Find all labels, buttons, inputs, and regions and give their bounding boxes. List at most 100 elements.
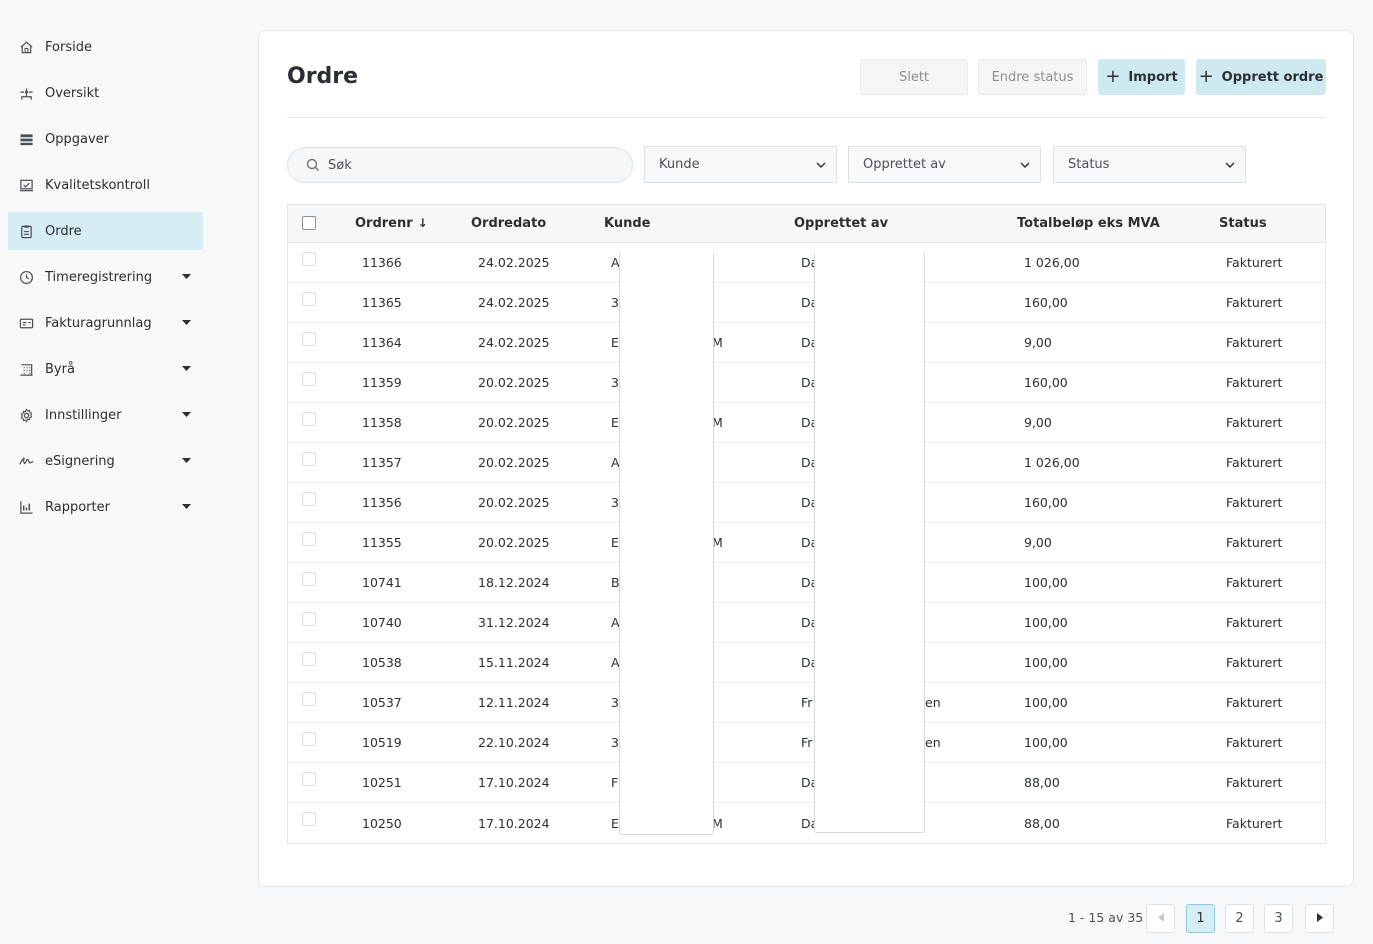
cell-total: 100,00 bbox=[1024, 655, 1068, 670]
row-checkbox[interactable] bbox=[302, 612, 316, 626]
status-select-value: Status bbox=[1068, 157, 1110, 172]
column-kunde[interactable]: Kunde bbox=[604, 216, 651, 231]
import-button[interactable]: + Import bbox=[1098, 59, 1185, 95]
column-status[interactable]: Status bbox=[1219, 216, 1267, 231]
table-row[interactable]: 11356 20.02.2025 3 Da 160,00 Fakturert bbox=[288, 483, 1325, 523]
page-button-2[interactable]: 2 bbox=[1225, 904, 1254, 933]
sidebar-item-oversikt[interactable]: Oversikt bbox=[8, 74, 203, 112]
table-row[interactable]: 11358 20.02.2025 E M Da 9,00 Fakturert bbox=[288, 403, 1325, 443]
cell-kunde: A bbox=[611, 615, 620, 630]
cell-ordrenr: 10251 bbox=[362, 775, 402, 790]
table-row[interactable]: 10741 18.12.2024 B Da 100,00 Fakturert bbox=[288, 563, 1325, 603]
column-ordrenr[interactable]: Ordrenr ↓ bbox=[355, 216, 428, 231]
table-row[interactable]: 11357 20.02.2025 A Da 1 026,00 Fakturert bbox=[288, 443, 1325, 483]
search-input[interactable] bbox=[328, 157, 608, 173]
sidebar-item-label: Byrå bbox=[45, 361, 75, 377]
row-checkbox[interactable] bbox=[302, 732, 316, 746]
table-row[interactable]: 10250 17.10.2024 E M Da 88,00 Fakturert bbox=[288, 803, 1325, 843]
table-row[interactable]: 10519 22.10.2024 3 Fr en 100,00 Fakturert bbox=[288, 723, 1325, 763]
invoice-icon bbox=[18, 315, 34, 331]
sidebar-item-oppgaver[interactable]: Oppgaver bbox=[8, 120, 203, 158]
redaction-overlay bbox=[619, 253, 714, 835]
cell-status: Fakturert bbox=[1226, 695, 1283, 710]
overview-icon bbox=[18, 85, 34, 101]
caret-down-icon bbox=[181, 318, 191, 328]
column-ordredato[interactable]: Ordredato bbox=[471, 216, 547, 231]
cell-opprettet-av-suffix: en bbox=[925, 695, 941, 710]
table-row[interactable]: 11366 24.02.2025 A Da 1 026,00 Fakturert bbox=[288, 243, 1325, 283]
table-row[interactable]: 11359 20.02.2025 3 Da 160,00 Fakturert bbox=[288, 363, 1325, 403]
next-page-button[interactable] bbox=[1305, 904, 1334, 933]
cell-kunde: A bbox=[611, 255, 620, 270]
opprettet-av-select[interactable]: Opprettet av bbox=[848, 146, 1041, 183]
row-checkbox[interactable] bbox=[302, 372, 316, 386]
table-row[interactable]: 10251 17.10.2024 F Da 88,00 Fakturert bbox=[288, 763, 1325, 803]
sidebar-item-rapporter[interactable]: Rapporter bbox=[8, 488, 203, 526]
cell-ordredato: 20.02.2025 bbox=[478, 495, 550, 510]
row-checkbox[interactable] bbox=[302, 492, 316, 506]
row-checkbox[interactable] bbox=[302, 292, 316, 306]
cell-ordrenr: 11357 bbox=[362, 455, 402, 470]
sidebar-item-label: Oppgaver bbox=[45, 131, 109, 147]
column-opprettet-av[interactable]: Opprettet av bbox=[794, 216, 889, 231]
sidebar-item-fakturagrunnlag[interactable]: Fakturagrunnlag bbox=[8, 304, 203, 342]
sidebar-item-forside[interactable]: Forside bbox=[8, 28, 203, 66]
row-checkbox[interactable] bbox=[302, 652, 316, 666]
sidebar-item-innstillinger[interactable]: Innstillinger bbox=[8, 396, 203, 434]
search-icon bbox=[306, 158, 320, 172]
cell-ordredato: 12.11.2024 bbox=[478, 695, 550, 710]
table-row[interactable]: 11355 20.02.2025 E M Da 9,00 Fakturert bbox=[288, 523, 1325, 563]
sidebar-item-label: Innstillinger bbox=[45, 407, 122, 423]
select-all-checkbox[interactable] bbox=[302, 216, 316, 230]
clock-icon bbox=[18, 269, 34, 285]
table-row[interactable]: 10740 31.12.2024 A Da 100,00 Fakturert bbox=[288, 603, 1325, 643]
table-row[interactable]: 10537 12.11.2024 3 Fr en 100,00 Fakturert bbox=[288, 683, 1325, 723]
sidebar-item-timeregistrering[interactable]: Timeregistrering bbox=[8, 258, 203, 296]
page-button-3[interactable]: 3 bbox=[1264, 904, 1293, 933]
table-row[interactable]: 10538 15.11.2024 A Da 100,00 Fakturert bbox=[288, 643, 1325, 683]
status-select[interactable]: Status bbox=[1053, 146, 1246, 183]
building-icon bbox=[18, 361, 34, 377]
sidebar-item-byra[interactable]: Byrå bbox=[8, 350, 203, 388]
table-row[interactable]: 11365 24.02.2025 3 Da 160,00 Fakturert bbox=[288, 283, 1325, 323]
cell-status: Fakturert bbox=[1226, 495, 1283, 510]
sidebar-item-ordre[interactable]: Ordre bbox=[8, 212, 203, 250]
row-checkbox[interactable] bbox=[302, 452, 316, 466]
cell-ordrenr: 11359 bbox=[362, 375, 402, 390]
cell-ordredato: 17.10.2024 bbox=[478, 815, 550, 831]
sidebar-item-kvalitetskontroll[interactable]: Kvalitetskontroll bbox=[8, 166, 203, 204]
arrow-down-icon: ↓ bbox=[417, 216, 428, 230]
caret-down-icon bbox=[181, 410, 191, 420]
column-total[interactable]: Totalbeløp eks MVA bbox=[1017, 216, 1160, 231]
cell-total: 160,00 bbox=[1024, 295, 1068, 310]
row-checkbox[interactable] bbox=[302, 692, 316, 706]
cell-ordrenr: 10250 bbox=[362, 815, 402, 831]
import-button-label: Import bbox=[1128, 69, 1178, 85]
sidebar-item-esignering[interactable]: eSignering bbox=[8, 442, 203, 480]
caret-down-icon bbox=[181, 364, 191, 374]
page-button-1[interactable]: 1 bbox=[1186, 904, 1215, 933]
row-checkbox[interactable] bbox=[302, 572, 316, 586]
row-checkbox[interactable] bbox=[302, 332, 316, 346]
row-checkbox[interactable] bbox=[302, 252, 316, 266]
row-checkbox[interactable] bbox=[302, 532, 316, 546]
search-box[interactable] bbox=[287, 147, 633, 183]
page-title: Ordre bbox=[287, 64, 359, 89]
cell-kunde-suffix: M bbox=[712, 415, 723, 430]
kunde-select[interactable]: Kunde bbox=[644, 146, 837, 183]
row-checkbox[interactable] bbox=[302, 412, 316, 426]
cell-status: Fakturert bbox=[1226, 455, 1283, 470]
change-status-button[interactable]: Endre status bbox=[978, 59, 1087, 95]
caret-down-icon bbox=[181, 502, 191, 512]
row-checkbox[interactable] bbox=[302, 772, 316, 786]
row-checkbox[interactable] bbox=[302, 812, 316, 826]
create-order-button[interactable]: + Opprett ordre bbox=[1196, 59, 1326, 95]
cell-ordrenr: 10538 bbox=[362, 655, 402, 670]
cell-ordredato: 20.02.2025 bbox=[478, 415, 550, 430]
cell-opprettet-av: Da bbox=[801, 655, 819, 670]
cell-kunde: E bbox=[611, 415, 619, 430]
table-row[interactable]: 11364 24.02.2025 E M Da 9,00 Fakturert bbox=[288, 323, 1325, 363]
delete-button[interactable]: Slett bbox=[860, 59, 968, 95]
sidebar-item-label: Ordre bbox=[45, 223, 82, 239]
previous-page-button[interactable] bbox=[1146, 904, 1175, 933]
